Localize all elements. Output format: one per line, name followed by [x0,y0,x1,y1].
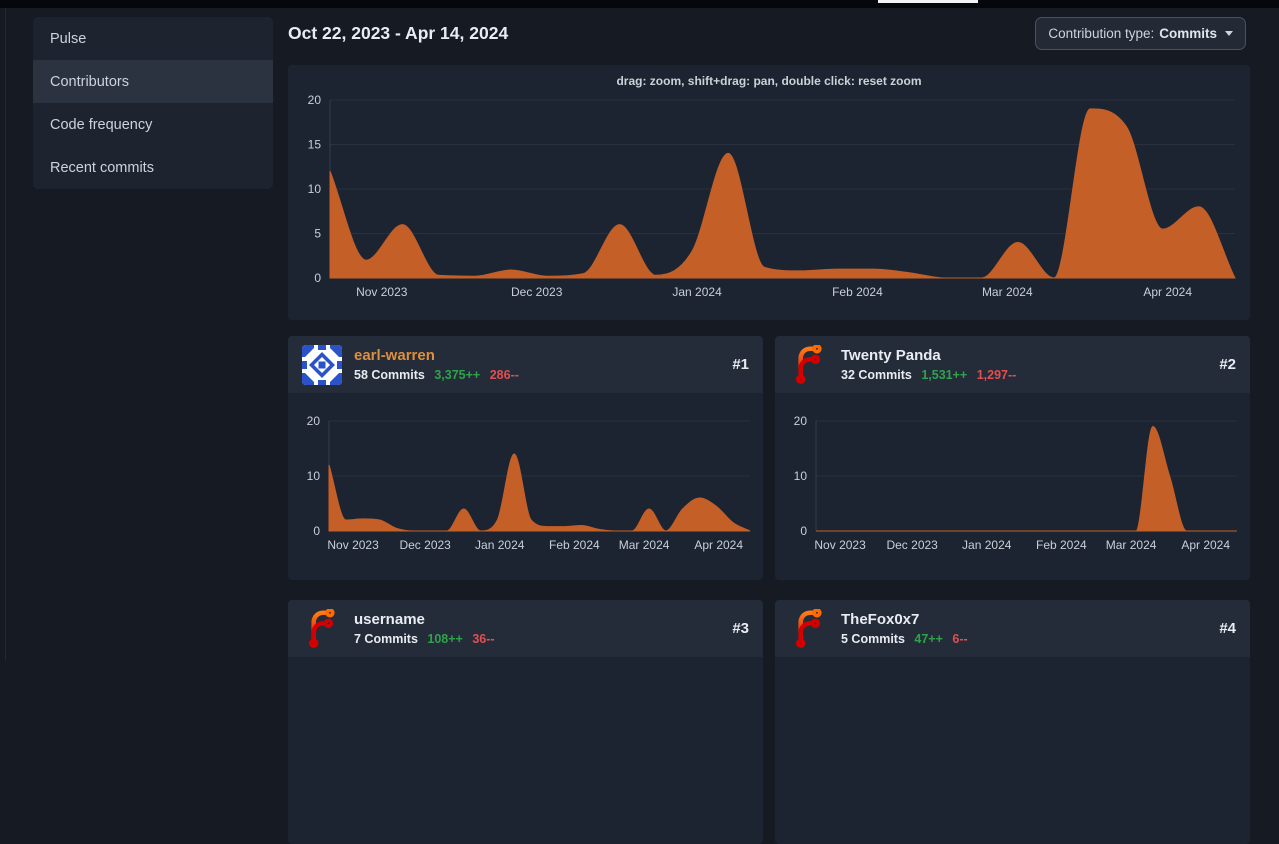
contributor-name-link[interactable]: earl-warren [354,346,435,364]
rank-badge: #2 [1219,356,1236,373]
deletions-count: 6-- [952,631,968,646]
commit-count: 32 Commits [841,367,912,382]
svg-text:Apr 2024: Apr 2024 [1181,538,1230,552]
contributor-identity: username 7 Commits 108++ 36-- [354,611,495,647]
svg-text:5: 5 [314,227,321,241]
contributor-stats: 7 Commits 108++ 36-- [354,631,495,647]
contributor-stats: 58 Commits 3,375++ 286-- [354,367,519,383]
contributor-identity: Twenty Panda 32 Commits 1,531++ 1,297-- [841,347,1016,383]
contributor-card-3: username 7 Commits 108++ 36-- #3 [288,600,763,844]
additions-count: 3,375++ [434,367,481,382]
contributor-chart-area [775,657,1250,844]
sidebar-item-contributors[interactable]: Contributors [33,60,273,103]
contributor-stats: 5 Commits 47++ 6-- [841,631,968,647]
svg-text:Nov 2023: Nov 2023 [814,538,866,552]
contributor-name-link[interactable]: TheFox0x7 [841,610,920,628]
svg-text:0: 0 [313,524,320,538]
active-tab-underline [878,0,978,3]
deletions-count: 1,297-- [976,367,1017,382]
svg-text:Mar 2024: Mar 2024 [619,538,670,552]
chevron-down-icon [1225,31,1233,36]
contribution-type-value: Commits [1159,26,1217,41]
overall-contributions-panel: drag: zoom, shift+drag: pan, double clic… [288,65,1250,320]
svg-text:0: 0 [800,524,807,538]
contributor-card-header: earl-warren 58 Commits 3,375++ 286-- #1 [288,336,763,393]
svg-text:Jan 2024: Jan 2024 [962,538,1012,552]
svg-text:20: 20 [794,414,808,428]
contributor-stats: 32 Commits 1,531++ 1,297-- [841,367,1016,383]
svg-text:Mar 2024: Mar 2024 [1106,538,1157,552]
contributor-cards-grid: earl-warren 58 Commits 3,375++ 286-- #1 … [288,336,1250,844]
additions-count: 47++ [914,631,943,646]
svg-text:Dec 2023: Dec 2023 [886,538,938,552]
avatar-forgejo-logo [789,609,829,649]
deletions-count: 36-- [472,631,495,646]
contributor-card-header: Twenty Panda 32 Commits 1,531++ 1,297-- … [775,336,1250,393]
contributors-main: Oct 22, 2023 - Apr 14, 2024 Contribution… [288,8,1250,844]
svg-text:Feb 2024: Feb 2024 [1036,538,1087,552]
contributor-name-link[interactable]: username [354,610,425,628]
svg-text:Nov 2023: Nov 2023 [327,538,379,552]
contributor-card-header: TheFox0x7 5 Commits 47++ 6-- #4 [775,600,1250,657]
contributor-identity: earl-warren 58 Commits 3,375++ 286-- [354,347,519,383]
rank-badge: #1 [732,356,749,373]
svg-text:20: 20 [308,93,322,107]
commit-count: 7 Commits [354,631,418,646]
svg-text:Nov 2023: Nov 2023 [356,285,408,299]
contributor-identity: TheFox0x7 5 Commits 47++ 6-- [841,611,968,647]
overall-contributions-chart[interactable]: 0 5 10 15 20 Nov 2023 Dec 2023 Jan 2024 Feb 2024… [288,65,1250,320]
svg-text:Feb 2024: Feb 2024 [549,538,600,552]
svg-text:Mar 2024: Mar 2024 [982,285,1033,299]
top-tab-bar [0,0,1279,8]
sidebar-item-code-frequency[interactable]: Code frequency [50,116,153,133]
additions-count: 1,531++ [921,367,968,382]
svg-text:Jan 2024: Jan 2024 [672,285,722,299]
avatar-forgejo-logo [302,609,342,649]
additions-count: 108++ [427,631,463,646]
svg-text:Jan 2024: Jan 2024 [475,538,525,552]
rank-badge: #4 [1219,620,1236,637]
sidebar-item-pulse[interactable]: Pulse [50,30,87,47]
contribution-type-dropdown[interactable]: Contribution type: Commits [1035,17,1246,50]
contributor-card-1: earl-warren 58 Commits 3,375++ 286-- #1 … [288,336,763,580]
svg-text:10: 10 [308,182,322,196]
chart-zoom-hint: drag: zoom, shift+drag: pan, double clic… [616,74,922,88]
svg-text:Dec 2023: Dec 2023 [511,285,563,299]
contributor-card-header: username 7 Commits 108++ 36-- #3 [288,600,763,657]
contributor-2-chart[interactable]: 0 10 20 Nov 2023 Dec 2023 Jan 2024 Feb 2024 Mar… [775,393,1250,576]
svg-text:10: 10 [307,469,321,483]
svg-text:20: 20 [307,414,321,428]
avatar-blue-identicon [302,344,342,385]
contributors-header: Oct 22, 2023 - Apr 14, 2024 Contribution… [288,17,1250,50]
svg-text:10: 10 [794,469,808,483]
contributor-name-link[interactable]: Twenty Panda [841,346,941,364]
commit-count: 58 Commits [354,367,425,382]
contributor-chart-area: 0 10 20 Nov 2023 Dec 2023 Jan 2024 Feb 2024 Mar… [288,393,763,580]
avatar-forgejo-logo [789,345,829,385]
commit-count: 5 Commits [841,631,905,646]
contributor-1-chart[interactable]: 0 10 20 Nov 2023 Dec 2023 Jan 2024 Feb 2024 Mar… [288,393,763,576]
contributor-chart-area: 0 10 20 Nov 2023 Dec 2023 Jan 2024 Feb 2024 Mar… [775,393,1250,580]
svg-text:Apr 2024: Apr 2024 [694,538,743,552]
svg-text:0: 0 [314,271,321,285]
rank-badge: #3 [732,620,749,637]
contributor-card-4: TheFox0x7 5 Commits 47++ 6-- #4 [775,600,1250,844]
svg-text:Feb 2024: Feb 2024 [832,285,883,299]
sidebar-item-recent-commits[interactable]: Recent commits [50,159,154,176]
activity-sidebar-menu: Pulse Contributors Code frequency Recent… [33,17,273,189]
contribution-type-label: Contribution type: [1048,26,1155,41]
svg-text:15: 15 [308,138,322,152]
contributor-chart-area [288,657,763,844]
contributor-card-2: Twenty Panda 32 Commits 1,531++ 1,297-- … [775,336,1250,580]
svg-text:Dec 2023: Dec 2023 [399,538,451,552]
page-left-border [5,8,6,661]
date-range-title: Oct 22, 2023 - Apr 14, 2024 [288,23,509,43]
svg-text:Apr 2024: Apr 2024 [1143,285,1192,299]
deletions-count: 286-- [489,367,519,382]
